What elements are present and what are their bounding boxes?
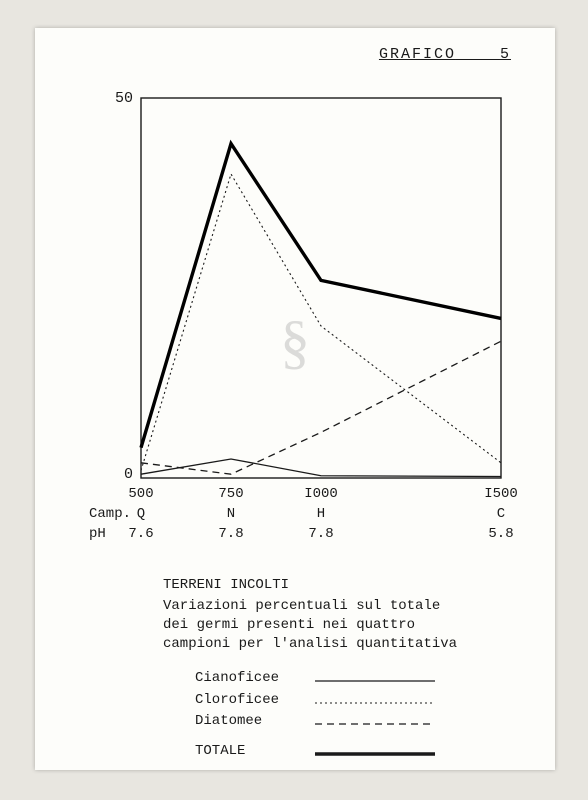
- ph-1: 7.8: [218, 526, 243, 542]
- caption-title: TERRENI INCOLTI: [163, 576, 523, 595]
- paper-sheet: GRAFICO 5 50 0 500 750 I000 I500 Camp. Q…: [35, 28, 555, 770]
- ph-2: 7.8: [308, 526, 333, 542]
- ph-row-label: pH: [89, 526, 106, 542]
- caption-line-2: dei germi presenti nei quattro: [163, 616, 523, 635]
- camp-1: N: [227, 506, 235, 522]
- legend-sample-2: [315, 715, 435, 729]
- header-word: GRAFICO: [379, 46, 456, 63]
- camp-row-label: Camp.: [89, 506, 131, 522]
- xtick-3: I500: [484, 486, 518, 502]
- ph-0: 7.6: [128, 526, 153, 542]
- figure-header: GRAFICO 5: [379, 46, 511, 63]
- ytick-50: 50: [105, 90, 133, 107]
- camp-3: C: [497, 506, 505, 522]
- chart-svg: [141, 98, 501, 478]
- legend-row: TOTALE: [195, 741, 535, 763]
- legend-row: Diatomee: [195, 711, 535, 733]
- camp-0: Q: [137, 506, 145, 522]
- ph-3: 5.8: [488, 526, 513, 542]
- legend-label: Diatomee: [195, 711, 315, 733]
- ytick-0: 0: [105, 466, 133, 483]
- legend-label: TOTALE: [195, 741, 315, 763]
- header-number: 5: [500, 46, 511, 63]
- caption-line-1: Variazioni percentuali sul totale: [163, 597, 523, 616]
- legend-sample-3: [315, 745, 435, 759]
- legend-label: Cloroficee: [195, 690, 315, 712]
- legend-row: Cloroficee: [195, 690, 535, 712]
- xtick-2: I000: [304, 486, 338, 502]
- legend-sample-0: [315, 672, 435, 686]
- line-chart: 50 0 500 750 I000 I500 Camp. Q N H C pH …: [141, 98, 501, 478]
- legend-row: Cianoficee: [195, 668, 535, 690]
- caption-block: TERRENI INCOLTI Variazioni percentuali s…: [163, 576, 523, 654]
- caption-line-3: campioni per l'analisi quantitativa: [163, 635, 523, 654]
- camp-2: H: [317, 506, 325, 522]
- xtick-1: 750: [218, 486, 243, 502]
- legend-sample-1: [315, 694, 435, 708]
- legend-label: Cianoficee: [195, 668, 315, 690]
- xtick-0: 500: [128, 486, 153, 502]
- legend: Cianoficee Cloroficee Diatomee TOTALE: [195, 668, 535, 763]
